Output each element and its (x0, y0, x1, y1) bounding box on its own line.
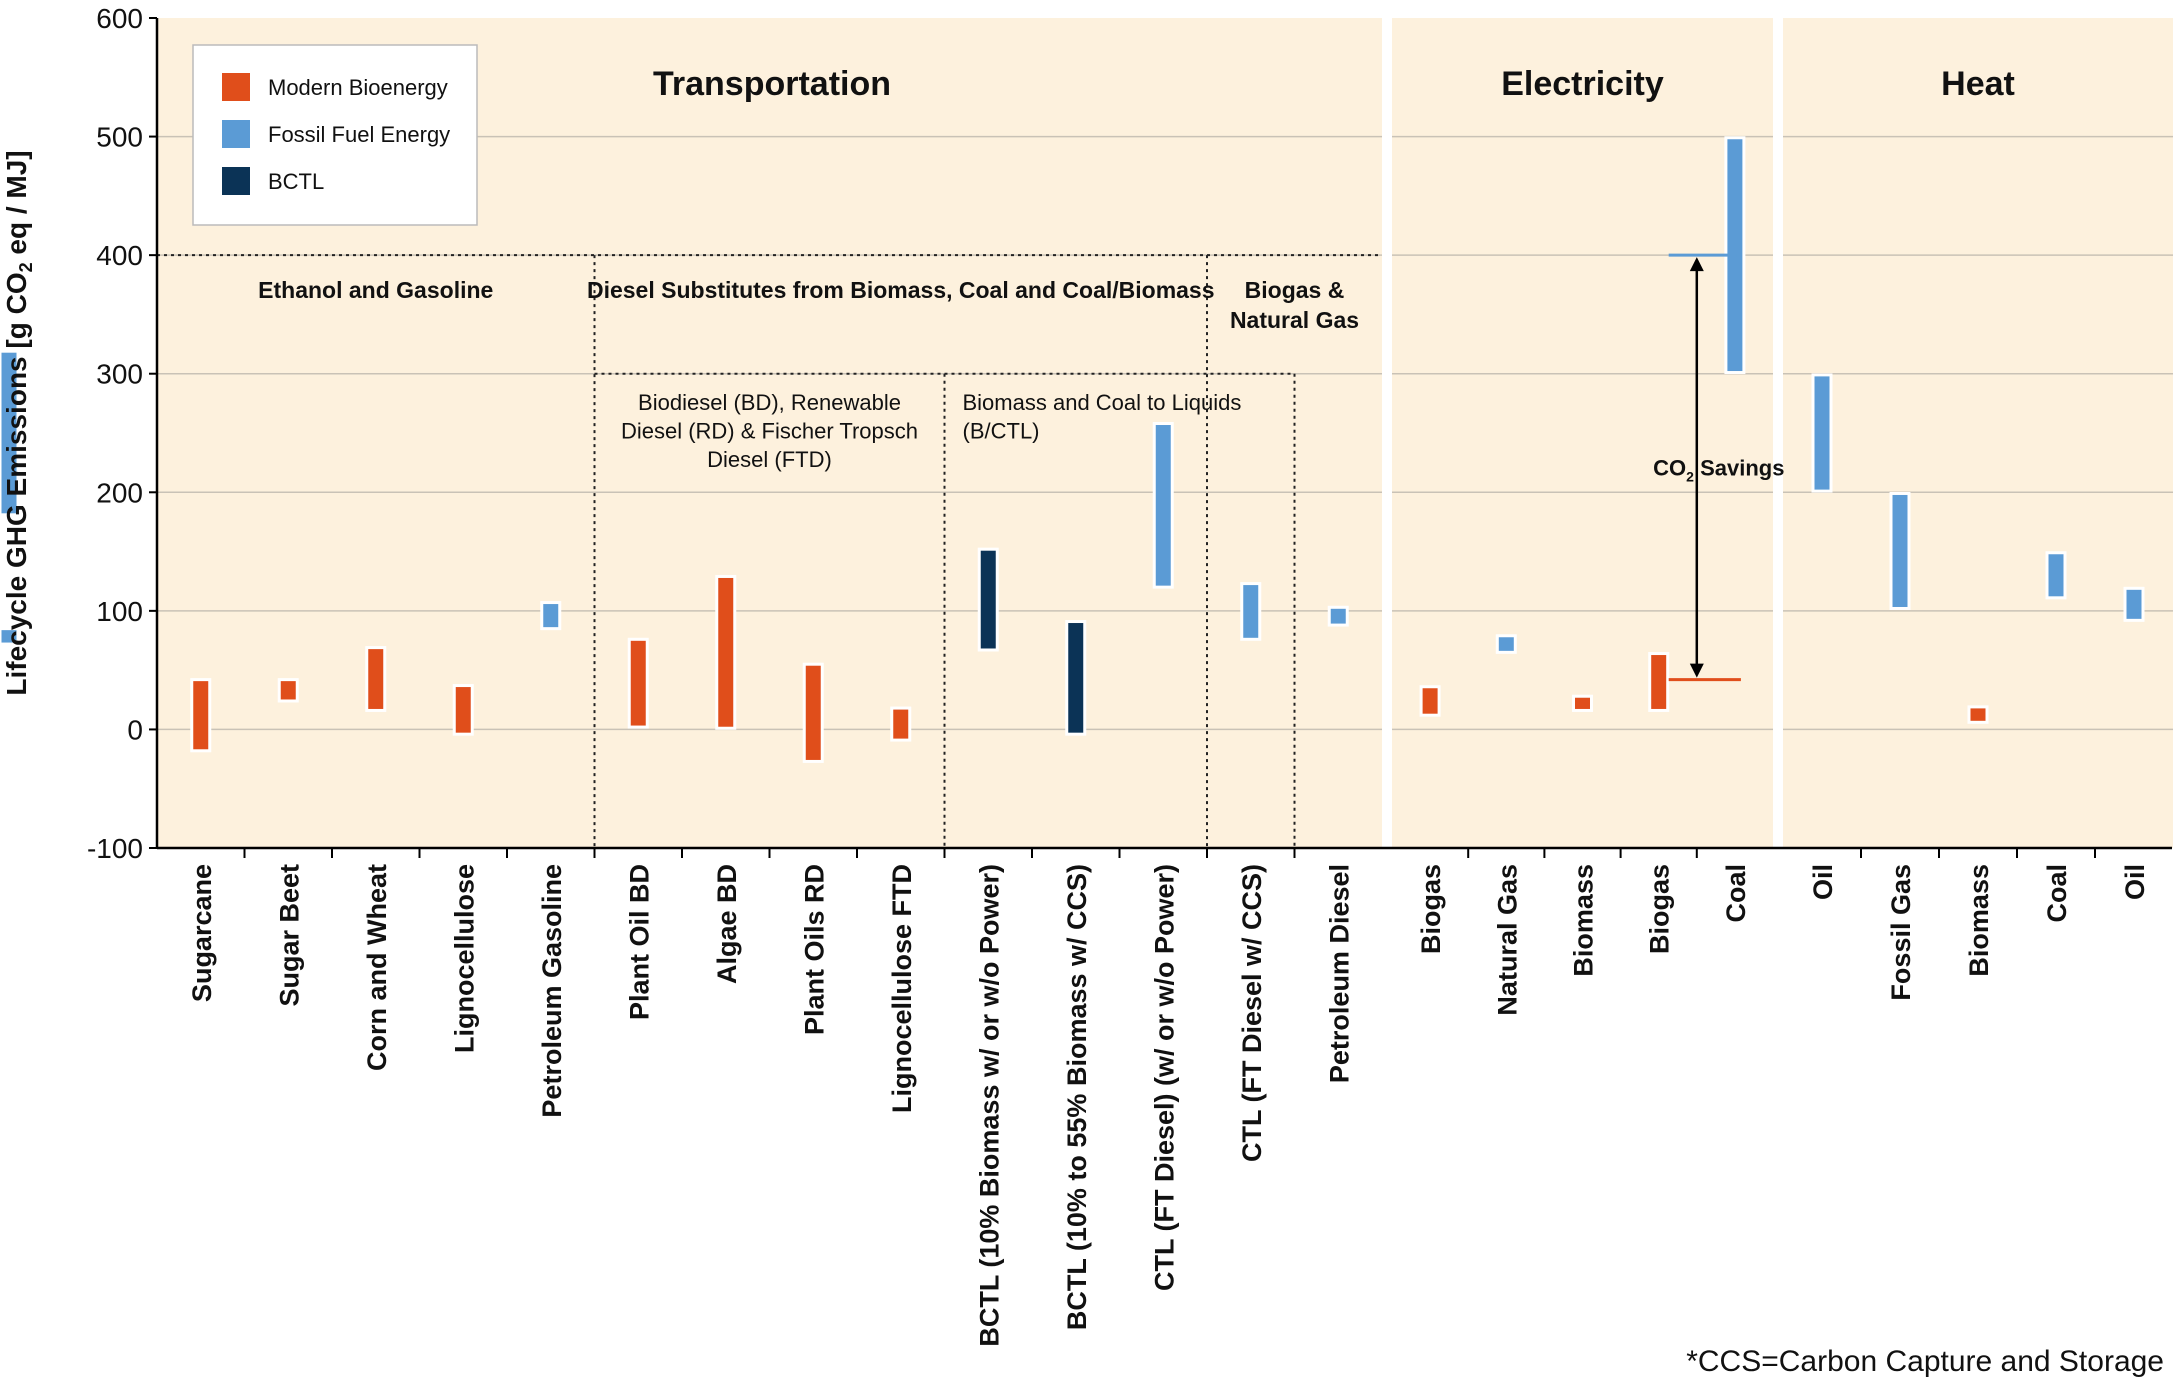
savings-arrowhead-bottom (1689, 663, 1704, 678)
range-bar (1152, 422, 1174, 589)
category-label: Biogas (1416, 864, 1446, 954)
range-bar (0, 627, 20, 646)
panel-title: Transportation (653, 65, 891, 103)
range-bar (1065, 620, 1087, 736)
subgroup-label: Biomass and Coal to Liquids (B/CTL) (963, 390, 1242, 444)
range-bar (1495, 634, 1517, 654)
footnote: *CCS=Carbon Capture and Storage (1686, 1345, 2164, 1378)
y-tick-label: 200 (96, 477, 143, 508)
range-bar (1240, 582, 1262, 641)
category-label: Lignocellulose (449, 864, 479, 1053)
legend: Modern Bioenergy Fossil Fuel Energy BCTL (192, 44, 478, 226)
y-tick-label: -100 (87, 833, 143, 864)
savings-label: CO2 Savings (1653, 455, 1784, 484)
category-label: Biomass (1569, 864, 1599, 977)
category-label: Petroleum Diesel (1324, 864, 1354, 1083)
range-bar (2045, 551, 2067, 600)
category-label: Coal (1721, 864, 1751, 923)
range-bar (1648, 652, 1670, 712)
category-label: Plant Oil BD (624, 864, 654, 1020)
category-label: Biogas (1645, 864, 1675, 954)
panel-title: Heat (1941, 65, 2015, 103)
y-tick-label: 600 (96, 3, 143, 34)
savings-arrowhead-top (1689, 257, 1704, 272)
range-bar (277, 678, 299, 703)
legend-swatch (222, 73, 250, 101)
category-label: CTL (FT Diesel) (w/ or w/o Power) (1149, 864, 1179, 1291)
range-bar (1572, 694, 1593, 712)
group-label: Diesel Substitutes from Biomass, Coal an… (587, 277, 1215, 303)
range-bar (890, 706, 912, 742)
subgroup-label: Biodiesel (BD), Renewable Diesel (RD) & F… (621, 390, 918, 472)
y-tick-label: 0 (127, 714, 143, 745)
panel-background (1392, 18, 1773, 848)
range-bar (627, 637, 649, 729)
range-bar (1419, 685, 1441, 717)
category-label: Oil (2120, 864, 2150, 900)
category-label: Fossil Gas (1886, 864, 1916, 1001)
y-tick-label: 300 (96, 359, 143, 390)
y-tick-label: 500 (96, 122, 143, 153)
y-tick-label: 400 (96, 240, 143, 271)
category-label: BCTL (10% to 55% Biomass w/ CCS) (1062, 864, 1092, 1330)
category-label: Algae BD (712, 864, 742, 984)
range-bar (540, 601, 562, 631)
category-label: Coal (2042, 864, 2072, 923)
category-label: Sugarcane (187, 864, 217, 1002)
range-bar (0, 349, 20, 517)
category-label: CTL (FT Diesel w/ CCS) (1237, 864, 1267, 1162)
group-label: Ethanol and Gasoline (258, 277, 493, 303)
category-label: Natural Gas (1492, 864, 1522, 1016)
legend-swatch (222, 167, 250, 195)
legend-label: BCTL (268, 169, 324, 194)
range-bar (715, 574, 737, 730)
category-label: Petroleum Gasoline (537, 864, 567, 1118)
range-bar (802, 662, 824, 763)
range-bar (1811, 373, 1833, 493)
category-label: Biomass (1964, 864, 1994, 977)
range-bar (190, 678, 212, 753)
range-bar (1327, 605, 1349, 627)
category-label: BCTL (10% Biomass w/ or w/o Power) (974, 864, 1004, 1347)
category-label: Sugar Beet (274, 864, 304, 1007)
category-label: Plant Oils RD (799, 864, 829, 1035)
range-bar (1967, 705, 1989, 724)
category-label: Oil (1808, 864, 1838, 900)
legend-label: Fossil Fuel Energy (268, 122, 450, 147)
range-bar (1889, 491, 1911, 610)
y-tick-label: 100 (96, 596, 143, 627)
range-bar (452, 684, 474, 736)
category-label: Lignocellulose FTD (887, 864, 917, 1113)
legend-label: Modern Bioenergy (268, 75, 448, 100)
range-bar (2123, 586, 2145, 622)
range-bar (365, 646, 387, 712)
panel-title: Electricity (1501, 65, 1664, 103)
category-label: Corn and Wheat (362, 864, 392, 1071)
group-label: Biogas & Natural Gas (1230, 277, 1359, 333)
range-bar (977, 547, 999, 652)
legend-swatch (222, 120, 250, 148)
y-axis-label: Lifecycle GHG Emissions [g CO2 eq / MJ] (1, 150, 36, 695)
